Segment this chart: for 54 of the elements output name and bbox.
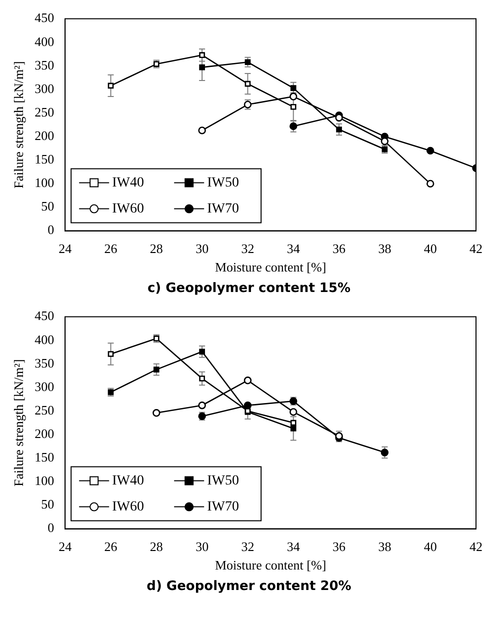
y-tick-label: 100 <box>34 175 54 190</box>
y-tick-label: 0 <box>48 520 54 536</box>
x-tick-label: 26 <box>104 539 118 554</box>
x-tick-label: 28 <box>150 539 163 554</box>
x-tick-label: 38 <box>378 539 392 554</box>
x-tick-label: 42 <box>470 539 482 554</box>
x-tick-label: 34 <box>286 539 300 554</box>
legend-label: IW50 <box>207 175 239 190</box>
y-tick-label: 200 <box>34 128 54 143</box>
y-tick-label: 0 <box>48 222 54 238</box>
legend-label: IW40 <box>112 175 144 190</box>
x-tick-label: 24 <box>58 539 72 554</box>
y-tick-label: 350 <box>34 355 54 370</box>
y-tick-label: 200 <box>34 426 54 441</box>
y-tick-label: 100 <box>34 473 54 488</box>
y-tick-label: 50 <box>41 198 54 214</box>
x-tick-label: 28 <box>150 241 163 256</box>
x-tick-label: 42 <box>470 241 482 256</box>
x-tick-label: 40 <box>424 539 437 554</box>
y-tick-label: 350 <box>34 57 54 72</box>
legend-label: IW70 <box>207 201 239 216</box>
y-tick-label: 300 <box>34 378 54 394</box>
legend-label: IW60 <box>112 499 144 514</box>
y-tick-label: 450 <box>34 308 54 324</box>
x-axis-title: Moisture content [%] <box>214 260 326 275</box>
y-tick-label: 250 <box>34 402 54 418</box>
y-tick-label: 150 <box>34 450 54 465</box>
y-tick-label: 450 <box>34 10 54 26</box>
y-axis-title: Failure strength [kN/m²] <box>11 61 26 188</box>
x-tick-label: 30 <box>196 241 209 256</box>
x-tick-label: 32 <box>241 241 254 256</box>
legend-label: IW50 <box>207 473 239 488</box>
y-axis-title: Failure strength [kN/m²] <box>11 359 26 486</box>
x-tick-label: 34 <box>286 241 300 256</box>
x-tick-label: 36 <box>332 539 346 554</box>
y-tick-label: 400 <box>34 332 54 347</box>
legend-label: IW70 <box>207 499 239 514</box>
x-tick-label: 24 <box>58 241 72 256</box>
y-tick-label: 300 <box>34 80 54 96</box>
text: c) Geopolymer content 15% <box>146 280 352 298</box>
legend-label: IW40 <box>112 473 144 488</box>
y-tick-label: 150 <box>34 152 54 167</box>
x-tick-label: 32 <box>241 539 254 554</box>
x-axis-title: Moisture content [%] <box>214 558 326 573</box>
x-tick-label: 40 <box>424 241 437 256</box>
y-tick-label: 250 <box>34 104 54 120</box>
x-tick-label: 26 <box>104 241 118 256</box>
y-tick-label: 50 <box>41 496 54 512</box>
legend-label: IW60 <box>112 201 144 216</box>
x-tick-label: 30 <box>196 539 209 554</box>
text: d) Geopolymer content 20% <box>146 578 352 596</box>
x-tick-label: 36 <box>332 241 346 256</box>
x-tick-label: 38 <box>378 241 392 256</box>
y-tick-label: 400 <box>34 34 54 49</box>
